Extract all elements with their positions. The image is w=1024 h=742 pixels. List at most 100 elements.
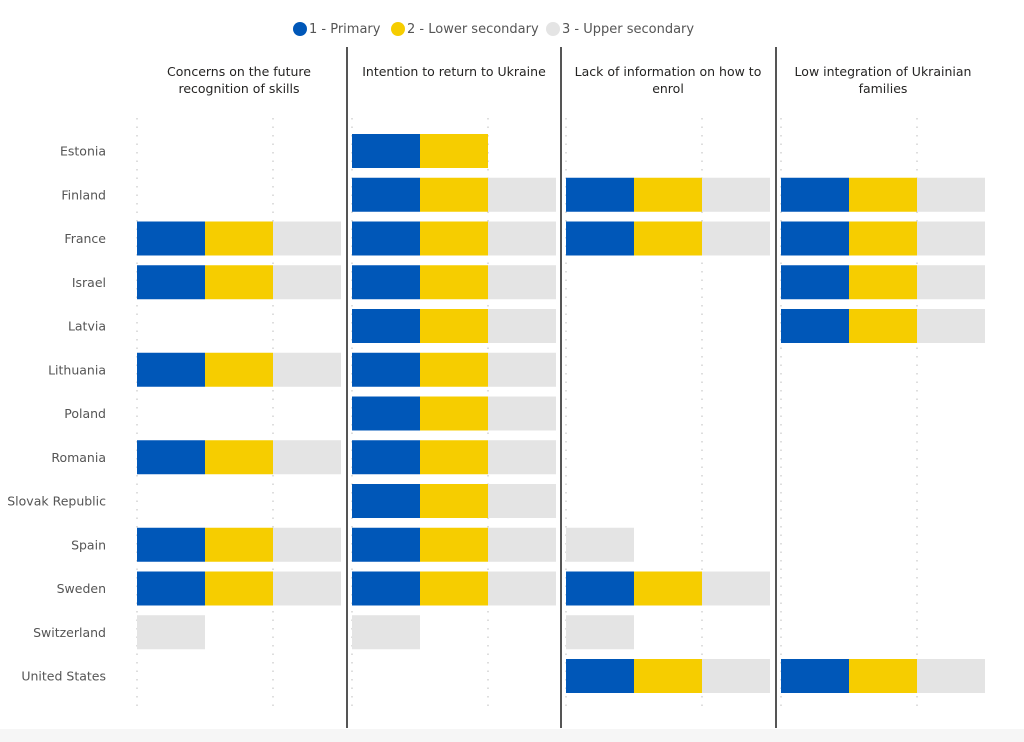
bar-segment-lower[interactable]	[205, 221, 273, 256]
bar-segment-upper[interactable]	[702, 177, 770, 212]
bar-segment-upper[interactable]	[488, 309, 556, 343]
bar-segment-primary[interactable]	[352, 134, 420, 168]
bar-segment-lower[interactable]	[849, 221, 917, 256]
bar-segment-primary[interactable]	[352, 440, 420, 475]
bar-segment-primary[interactable]	[781, 265, 849, 300]
bar-segment-upper[interactable]	[917, 221, 985, 256]
legend-label-primary: 1 - Primary	[309, 22, 381, 37]
panel-title: Lack of information on how to	[575, 64, 762, 79]
bar-segment-lower[interactable]	[849, 177, 917, 212]
bar-segment-lower[interactable]	[205, 440, 273, 475]
bar-segment-primary[interactable]	[566, 571, 634, 606]
bar-segment-lower[interactable]	[420, 221, 488, 256]
bar-segment-upper[interactable]	[488, 352, 556, 387]
row-label: Slovak Republic	[7, 494, 106, 509]
legend-swatch-primary	[293, 22, 307, 36]
bar-segment-primary[interactable]	[352, 265, 420, 300]
panel-4: Low integration of Ukrainian families	[780, 64, 985, 710]
bar-segment-primary[interactable]	[352, 221, 420, 256]
bar-segment-upper[interactable]	[702, 221, 770, 256]
bar-segment-primary[interactable]	[352, 527, 420, 562]
bar-segment-upper[interactable]	[488, 265, 556, 300]
bar-segment-upper[interactable]	[137, 615, 205, 650]
footer-band	[0, 729, 1024, 742]
panel-title: Low integration of Ukrainian	[795, 64, 972, 79]
bar-segment-lower[interactable]	[849, 265, 917, 300]
panels: Concerns on the future recognition of ski…	[136, 47, 985, 728]
bar-segment-upper[interactable]	[488, 396, 556, 431]
bar-segment-primary[interactable]	[137, 265, 205, 300]
bar-segment-upper[interactable]	[273, 265, 341, 300]
bar-segment-primary[interactable]	[137, 440, 205, 475]
bar-segment-primary[interactable]	[137, 352, 205, 387]
bar-segment-primary[interactable]	[781, 309, 849, 343]
row-label: Romania	[51, 450, 106, 465]
bar-segment-lower[interactable]	[420, 396, 488, 431]
panel-1: Concerns on the future recognition of ski…	[136, 64, 341, 710]
panel-title: Concerns on the future	[167, 64, 311, 79]
bar-segment-upper[interactable]	[566, 615, 634, 650]
row-label: Estonia	[60, 144, 106, 159]
bar-segment-lower[interactable]	[849, 309, 917, 343]
bar-segment-upper[interactable]	[273, 527, 341, 562]
bar-segment-primary[interactable]	[137, 527, 205, 562]
legend-item-primary[interactable]: 1 - Primary	[293, 22, 381, 37]
bar-segment-lower[interactable]	[420, 571, 488, 606]
bar-segment-primary[interactable]	[137, 221, 205, 256]
bar-segment-upper[interactable]	[488, 221, 556, 256]
bar-segment-lower[interactable]	[420, 440, 488, 475]
panel-3: Lack of information on how to enrol	[565, 64, 770, 710]
bar-segment-lower[interactable]	[420, 134, 488, 168]
bar-segment-primary[interactable]	[566, 221, 634, 256]
bar-segment-primary[interactable]	[352, 396, 420, 431]
bar-segment-lower[interactable]	[420, 309, 488, 343]
bar-segment-upper[interactable]	[488, 571, 556, 606]
bar-segment-upper[interactable]	[488, 177, 556, 212]
bar-segment-upper[interactable]	[917, 309, 985, 343]
bar-segment-primary[interactable]	[352, 309, 420, 343]
bar-segment-primary[interactable]	[352, 177, 420, 212]
bar-segment-primary[interactable]	[781, 659, 849, 693]
panel-title: families	[859, 81, 908, 96]
bar-segment-primary[interactable]	[352, 484, 420, 518]
bar-segment-lower[interactable]	[205, 265, 273, 300]
bar-segment-lower[interactable]	[634, 571, 702, 606]
bar-segment-upper[interactable]	[917, 265, 985, 300]
bar-segment-primary[interactable]	[781, 177, 849, 212]
panel-2: Intention to return to Ukraine	[351, 64, 556, 710]
legend-item-upper[interactable]: 3 - Upper secondary	[546, 22, 694, 37]
bar-segment-upper[interactable]	[566, 527, 634, 562]
bar-segment-upper[interactable]	[273, 221, 341, 256]
bar-segment-lower[interactable]	[420, 527, 488, 562]
bar-segment-primary[interactable]	[566, 177, 634, 212]
bar-segment-lower[interactable]	[849, 659, 917, 693]
bar-segment-primary[interactable]	[781, 221, 849, 256]
bar-segment-lower[interactable]	[420, 484, 488, 518]
bar-segment-lower[interactable]	[634, 177, 702, 212]
bar-segment-primary[interactable]	[352, 571, 420, 606]
bar-segment-lower[interactable]	[205, 571, 273, 606]
bar-segment-lower[interactable]	[420, 177, 488, 212]
bar-segment-upper[interactable]	[488, 527, 556, 562]
bar-segment-lower[interactable]	[205, 527, 273, 562]
bar-segment-primary[interactable]	[566, 659, 634, 693]
bar-segment-upper[interactable]	[352, 615, 420, 650]
bar-segment-lower[interactable]	[634, 221, 702, 256]
row-label: Poland	[64, 406, 106, 421]
bar-segment-lower[interactable]	[634, 659, 702, 693]
bar-segment-lower[interactable]	[420, 265, 488, 300]
bar-segment-upper[interactable]	[917, 177, 985, 212]
bar-segment-upper[interactable]	[702, 571, 770, 606]
bar-segment-upper[interactable]	[702, 659, 770, 693]
bar-segment-upper[interactable]	[273, 352, 341, 387]
bar-segment-upper[interactable]	[273, 440, 341, 475]
bar-segment-upper[interactable]	[917, 659, 985, 693]
bar-segment-primary[interactable]	[352, 352, 420, 387]
bar-segment-upper[interactable]	[488, 440, 556, 475]
bar-segment-upper[interactable]	[488, 484, 556, 518]
bar-segment-lower[interactable]	[420, 352, 488, 387]
bar-segment-lower[interactable]	[205, 352, 273, 387]
legend-item-lower[interactable]: 2 - Lower secondary	[391, 22, 539, 37]
bar-segment-upper[interactable]	[273, 571, 341, 606]
bar-segment-primary[interactable]	[137, 571, 205, 606]
